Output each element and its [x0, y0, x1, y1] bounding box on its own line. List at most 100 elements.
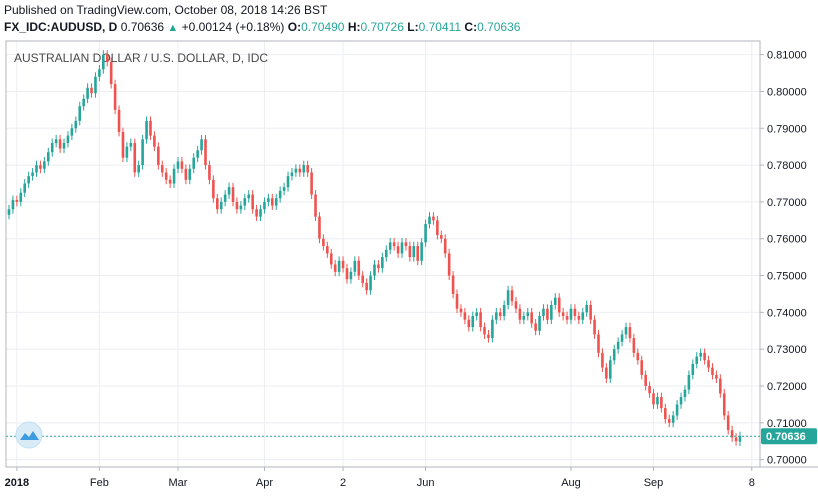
candle[interactable]: [495, 307, 498, 325]
candle[interactable]: [160, 160, 164, 177]
candle[interactable]: [361, 271, 364, 288]
candle[interactable]: [616, 337, 620, 354]
candle[interactable]: [231, 182, 235, 207]
candle[interactable]: [463, 307, 467, 325]
y-axis[interactable]: 0.81000 0.80000 0.79000 0.78000 0.77000 0.760…: [760, 50, 807, 467]
candle[interactable]: [286, 171, 290, 192]
candle[interactable]: [396, 241, 400, 258]
candle[interactable]: [408, 241, 412, 262]
candle[interactable]: [660, 392, 663, 413]
candle[interactable]: [467, 315, 471, 332]
candle[interactable]: [337, 256, 341, 277]
candle[interactable]: [424, 219, 427, 247]
candle[interactable]: [365, 278, 368, 295]
candle[interactable]: [703, 348, 706, 365]
candle[interactable]: [294, 164, 298, 177]
candle[interactable]: [357, 256, 361, 280]
candle[interactable]: [322, 234, 325, 251]
candle[interactable]: [318, 212, 321, 244]
candle[interactable]: [15, 195, 19, 207]
candle[interactable]: [683, 385, 687, 402]
candle[interactable]: [172, 164, 176, 188]
candle[interactable]: [66, 131, 70, 148]
candle[interactable]: [219, 197, 223, 214]
candle[interactable]: [553, 293, 557, 310]
candle[interactable]: [82, 94, 85, 111]
candle[interactable]: [180, 156, 184, 174]
candle[interactable]: [388, 237, 392, 255]
candle[interactable]: [392, 237, 396, 251]
candle[interactable]: [263, 197, 266, 214]
candle[interactable]: [196, 145, 199, 163]
candle[interactable]: [282, 182, 286, 196]
candle[interactable]: [436, 215, 439, 240]
candle[interactable]: [400, 237, 404, 258]
candle[interactable]: [306, 160, 309, 177]
candle[interactable]: [440, 230, 443, 244]
candle[interactable]: [259, 204, 262, 222]
candle[interactable]: [117, 105, 121, 137]
candle[interactable]: [447, 249, 451, 280]
candle[interactable]: [530, 307, 533, 328]
candle[interactable]: [707, 355, 710, 373]
candle[interactable]: [310, 168, 313, 199]
candle[interactable]: [86, 83, 89, 104]
candle[interactable]: [443, 234, 447, 258]
candle[interactable]: [369, 271, 372, 295]
candle[interactable]: [239, 201, 243, 214]
candle[interactable]: [691, 359, 695, 380]
candle[interactable]: [483, 322, 486, 339]
candle[interactable]: [506, 285, 510, 310]
candle[interactable]: [471, 311, 475, 332]
candle[interactable]: [50, 138, 54, 157]
candle[interactable]: [526, 307, 530, 321]
candle[interactable]: [585, 300, 589, 317]
candle[interactable]: [734, 433, 738, 446]
candle[interactable]: [612, 344, 616, 365]
candle[interactable]: [341, 256, 345, 273]
candle[interactable]: [298, 164, 302, 177]
candle[interactable]: [109, 57, 113, 89]
candle[interactable]: [620, 330, 624, 347]
candle[interactable]: [565, 311, 569, 325]
candle[interactable]: [459, 304, 463, 317]
candle[interactable]: [377, 260, 380, 273]
candle[interactable]: [381, 252, 384, 273]
candle[interactable]: [208, 160, 211, 185]
candle[interactable]: [550, 300, 553, 325]
candle[interactable]: [290, 168, 294, 181]
candle[interactable]: [491, 315, 494, 343]
candle[interactable]: [538, 311, 541, 336]
candle[interactable]: [412, 241, 416, 262]
candle[interactable]: [715, 370, 718, 384]
candle[interactable]: [78, 101, 82, 126]
candle[interactable]: [546, 304, 549, 325]
candle[interactable]: [105, 50, 109, 67]
candle[interactable]: [722, 388, 726, 420]
candle[interactable]: [353, 256, 357, 277]
candle[interactable]: [326, 241, 329, 258]
candle[interactable]: [215, 193, 219, 214]
candle[interactable]: [432, 212, 435, 225]
candle[interactable]: [738, 431, 742, 447]
candle[interactable]: [557, 293, 561, 317]
candle[interactable]: [687, 370, 691, 395]
candle[interactable]: [416, 241, 420, 266]
candle[interactable]: [726, 411, 730, 435]
candle[interactable]: [164, 168, 168, 185]
candle[interactable]: [605, 363, 608, 384]
candle[interactable]: [19, 188, 23, 207]
candle[interactable]: [200, 134, 203, 155]
candle[interactable]: [11, 195, 15, 214]
candle[interactable]: [711, 363, 714, 380]
candle[interactable]: [628, 322, 632, 343]
candle[interactable]: [70, 123, 74, 141]
candle[interactable]: [54, 134, 58, 148]
candle[interactable]: [455, 289, 459, 314]
candle[interactable]: [192, 153, 196, 174]
candle[interactable]: [255, 204, 258, 222]
candle[interactable]: [223, 190, 227, 207]
x-axis[interactable]: 2018 Feb Mar Apr 2 Jun Aug Sep 8: [5, 467, 755, 489]
candle[interactable]: [404, 237, 408, 251]
